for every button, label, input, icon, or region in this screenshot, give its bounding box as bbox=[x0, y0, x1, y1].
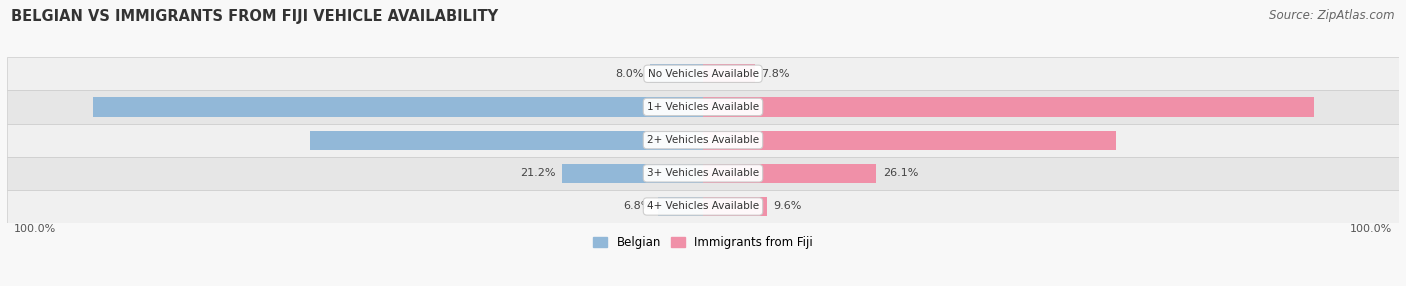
Text: BELGIAN VS IMMIGRANTS FROM FIJI VEHICLE AVAILABILITY: BELGIAN VS IMMIGRANTS FROM FIJI VEHICLE … bbox=[11, 9, 498, 23]
Bar bbox=[309, 130, 703, 150]
Text: 6.8%: 6.8% bbox=[623, 202, 651, 211]
Text: 92.2%: 92.2% bbox=[675, 102, 713, 112]
Bar bbox=[7, 190, 1399, 223]
Text: Source: ZipAtlas.com: Source: ZipAtlas.com bbox=[1270, 9, 1395, 21]
Legend: Belgian, Immigrants from Fiji: Belgian, Immigrants from Fiji bbox=[588, 231, 818, 254]
Text: 1+ Vehicles Available: 1+ Vehicles Available bbox=[647, 102, 759, 112]
Bar bbox=[7, 157, 1399, 190]
Bar bbox=[7, 57, 1399, 90]
Text: 4+ Vehicles Available: 4+ Vehicles Available bbox=[647, 202, 759, 211]
Text: 59.3%: 59.3% bbox=[693, 135, 731, 145]
Text: 3+ Vehicles Available: 3+ Vehicles Available bbox=[647, 168, 759, 178]
Bar bbox=[650, 64, 703, 84]
Text: 2+ Vehicles Available: 2+ Vehicles Available bbox=[647, 135, 759, 145]
Bar bbox=[7, 124, 1399, 157]
Bar bbox=[562, 164, 703, 183]
Bar bbox=[703, 197, 766, 216]
Bar bbox=[7, 90, 1399, 124]
Text: 100.0%: 100.0% bbox=[14, 224, 56, 234]
Text: 26.1%: 26.1% bbox=[883, 168, 918, 178]
Text: 21.2%: 21.2% bbox=[520, 168, 555, 178]
Text: 100.0%: 100.0% bbox=[1350, 224, 1392, 234]
Bar bbox=[703, 97, 1315, 117]
Text: 9.6%: 9.6% bbox=[773, 202, 801, 211]
Text: 62.3%: 62.3% bbox=[675, 135, 713, 145]
Bar bbox=[703, 130, 1116, 150]
Bar bbox=[703, 64, 755, 84]
Bar bbox=[658, 197, 703, 216]
Text: 7.8%: 7.8% bbox=[761, 69, 790, 79]
Bar bbox=[93, 97, 703, 117]
Text: 92.1%: 92.1% bbox=[693, 102, 731, 112]
Text: No Vehicles Available: No Vehicles Available bbox=[648, 69, 758, 79]
Text: 8.0%: 8.0% bbox=[614, 69, 644, 79]
Bar bbox=[703, 164, 876, 183]
